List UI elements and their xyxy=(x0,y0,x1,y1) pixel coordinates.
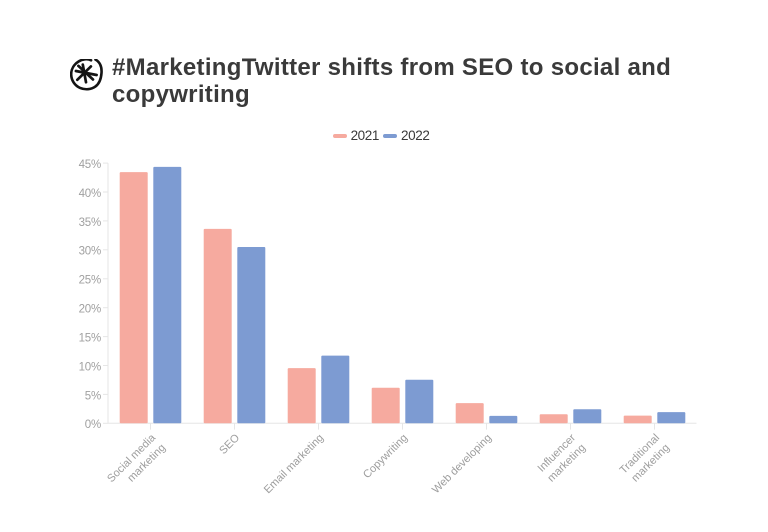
svg-text:Copywriting: Copywriting xyxy=(361,432,410,481)
svg-text:25%: 25% xyxy=(79,275,101,287)
svg-text:SEO: SEO xyxy=(217,432,242,457)
svg-text:15%: 15% xyxy=(79,333,101,345)
svg-text:Email marketing: Email marketing xyxy=(262,432,326,496)
svg-text:40%: 40% xyxy=(79,188,101,200)
svg-text:45%: 45% xyxy=(79,159,101,171)
svg-text:0%: 0% xyxy=(85,419,101,431)
svg-text:30%: 30% xyxy=(79,246,101,258)
svg-text:20%: 20% xyxy=(79,304,101,316)
svg-text:Web developing: Web developing xyxy=(430,432,494,496)
svg-text:10%: 10% xyxy=(79,361,101,373)
svg-text:35%: 35% xyxy=(79,217,101,229)
svg-text:5%: 5% xyxy=(85,390,101,402)
